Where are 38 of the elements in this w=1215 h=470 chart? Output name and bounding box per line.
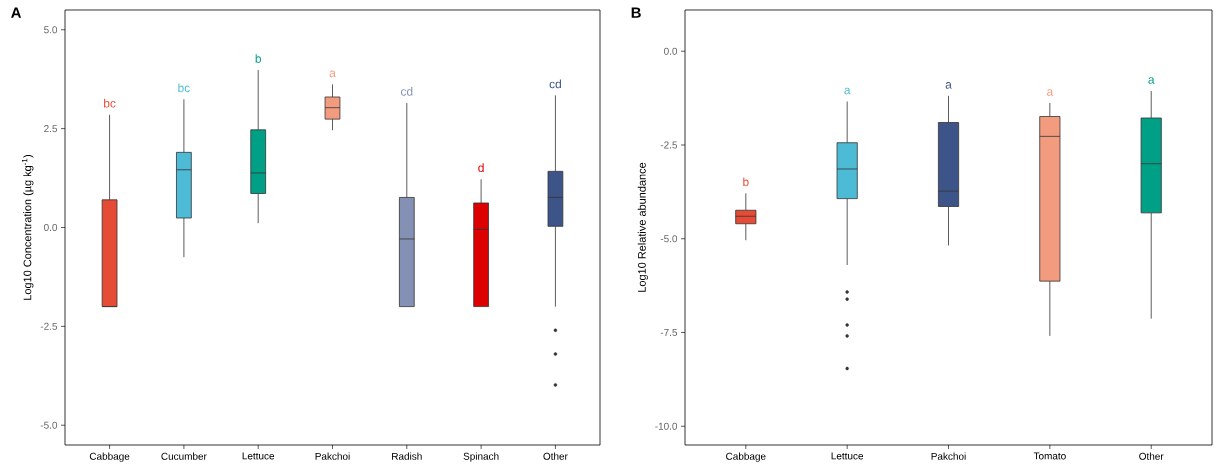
x-tick-label: Tomato xyxy=(1033,452,1066,460)
chart-title: B xyxy=(631,7,641,18)
y-axis-title: Log10 Concentration (µg kg$^{-1}$) xyxy=(21,154,34,300)
y-axis-title: Log10 Relative abundance xyxy=(637,162,648,292)
y-tick-label: -2.5 xyxy=(40,322,58,330)
x-tick-label: Cabbage xyxy=(89,452,130,462)
y-tick-label: -5.0 xyxy=(40,421,58,429)
annotation: a xyxy=(329,70,336,78)
y-tick-label: 2.5 xyxy=(44,125,58,133)
y-tick-label: 0.0 xyxy=(664,47,678,55)
y-tick-label: -7.5 xyxy=(660,329,678,336)
annotation: cd xyxy=(549,79,561,89)
x-tick-label: Lettuce xyxy=(242,452,275,460)
annotation: bc xyxy=(178,83,190,93)
annotation: d xyxy=(478,163,484,173)
x-tick-label: Pakchoi xyxy=(315,452,350,460)
x-tick-label: Cucumber xyxy=(161,452,207,460)
x-tick-label: Lettuce xyxy=(831,452,864,460)
chart-title: A xyxy=(11,7,22,18)
annotation: cd xyxy=(400,86,413,96)
y-tick-label: -5.0 xyxy=(660,235,678,243)
annotation: bc xyxy=(104,98,116,108)
annotation: a xyxy=(945,82,952,89)
x-tick-label: Radish xyxy=(392,452,422,460)
x-tick-label: Cabbage xyxy=(726,452,766,462)
annotation: b xyxy=(743,177,749,187)
y-tick-label: 5.0 xyxy=(44,26,58,34)
x-tick-label: Pakchoi xyxy=(931,452,966,460)
annotation: a xyxy=(844,87,851,95)
annotation: a xyxy=(1148,77,1155,84)
x-tick-label: Spinach xyxy=(463,452,499,462)
annotation: a xyxy=(1047,89,1054,96)
x-tick-label: Other xyxy=(543,452,568,460)
y-tick-label: -10.0 xyxy=(655,422,678,430)
y-tick-label: -2.5 xyxy=(660,141,678,149)
annotation: b xyxy=(255,54,262,63)
x-tick-label: Other xyxy=(1139,452,1164,460)
y-tick-label: 0.0 xyxy=(44,223,58,232)
